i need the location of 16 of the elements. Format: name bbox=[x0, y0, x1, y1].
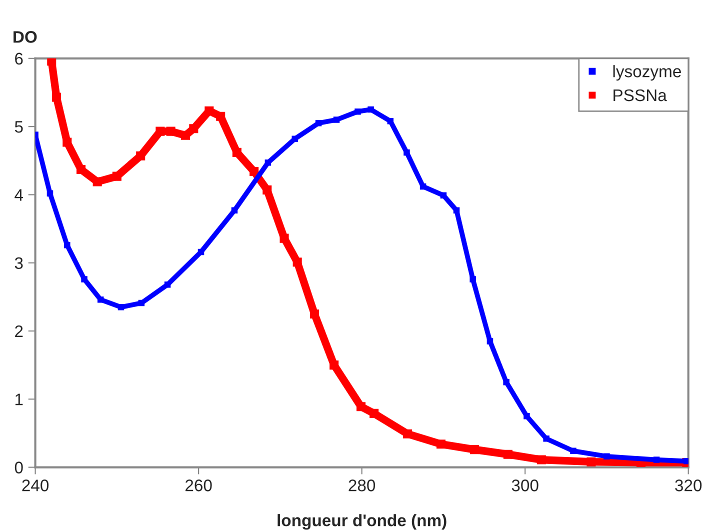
x-tick-label: 300 bbox=[512, 480, 538, 492]
y-tick-label: 0 bbox=[14, 462, 23, 474]
y-tick-label: 1 bbox=[15, 394, 23, 406]
legend-label: PSSNa bbox=[614, 89, 667, 102]
x-tick-label: 320 bbox=[675, 480, 702, 492]
x-tick-label: 260 bbox=[186, 480, 212, 492]
y-tick-label: 6 bbox=[15, 52, 23, 65]
y-tick-label: 3 bbox=[14, 257, 23, 270]
legend-label: lysozyme bbox=[613, 65, 681, 81]
x-tick-label: 280 bbox=[348, 480, 376, 492]
y-tick-label: 2 bbox=[15, 325, 23, 338]
y-tick-label: 5 bbox=[14, 121, 23, 133]
y-tick-label: 4 bbox=[14, 189, 24, 201]
y-axis-title: DO bbox=[14, 31, 37, 43]
x-tick-label: 240 bbox=[22, 480, 49, 492]
x-axis-title: longueur d'onde (nm) bbox=[278, 514, 446, 530]
